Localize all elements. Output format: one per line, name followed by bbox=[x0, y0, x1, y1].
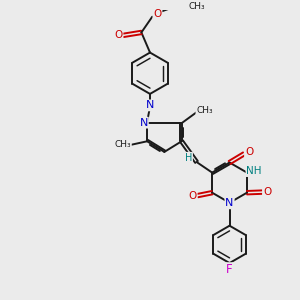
Text: O: O bbox=[114, 30, 122, 40]
Text: N: N bbox=[146, 100, 154, 110]
Text: O: O bbox=[188, 190, 197, 201]
Text: F: F bbox=[226, 263, 233, 276]
Text: NH: NH bbox=[246, 166, 262, 176]
Text: O: O bbox=[245, 148, 253, 158]
Text: N: N bbox=[225, 198, 234, 208]
Text: O: O bbox=[263, 187, 271, 197]
Text: CH₃: CH₃ bbox=[114, 140, 131, 149]
Text: CH₃: CH₃ bbox=[196, 106, 213, 115]
Text: O: O bbox=[153, 9, 162, 19]
Text: N: N bbox=[140, 118, 148, 128]
Text: CH₃: CH₃ bbox=[188, 2, 205, 11]
Text: H: H bbox=[185, 153, 192, 163]
